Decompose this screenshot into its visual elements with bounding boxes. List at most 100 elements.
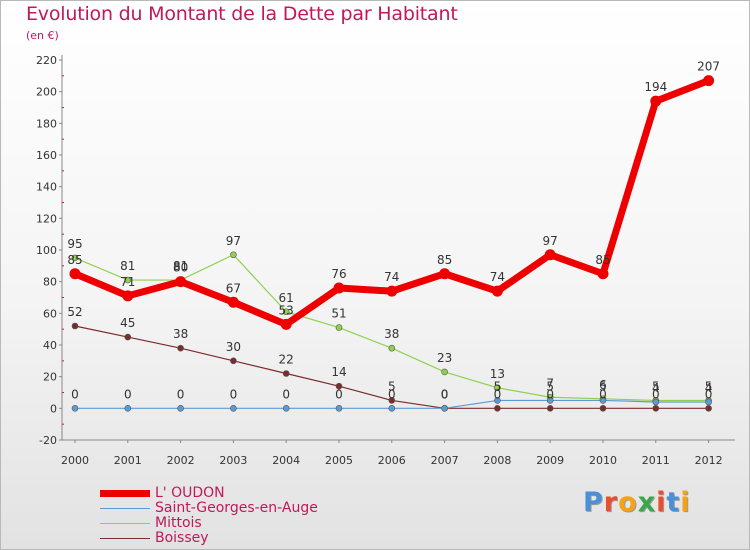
y-tick-label: 100 (36, 244, 57, 257)
x-tick-label: 2006 (378, 454, 406, 467)
data-point-1-4 (282, 405, 290, 412)
data-point-0-5 (333, 282, 345, 294)
y-tick-label: 200 (36, 86, 57, 99)
data-label-2-6: 38 (384, 327, 399, 341)
data-label-2-11: 5 (652, 379, 660, 393)
data-label-3-12: 0 (705, 387, 713, 401)
data-point-1-7 (441, 405, 448, 412)
data-point-0-0 (69, 268, 81, 280)
data-point-3-12 (705, 405, 712, 412)
data-label-3-6: 5 (388, 379, 396, 393)
x-tick-label: 2002 (167, 454, 195, 467)
data-point-1-9 (546, 397, 554, 404)
proxiti-logo: Proxiti (583, 487, 691, 518)
legend-label-mittois: Mittois (155, 515, 202, 531)
data-point-3-3 (230, 357, 237, 365)
data-label-0-1: 71 (120, 275, 135, 289)
data-point-1-1 (124, 405, 132, 412)
data-label-3-1: 45 (120, 316, 135, 330)
data-point-2-1 (124, 276, 132, 284)
data-label-2-12: 5 (705, 379, 713, 393)
data-point-2-5 (335, 324, 343, 331)
data-point-3-10 (599, 405, 607, 412)
y-tick-label: 160 (36, 149, 57, 162)
legend-item-saint-georges: Saint-Georges-en-Auge (100, 500, 400, 516)
data-label-0-4: 53 (279, 303, 294, 317)
x-tick-label: 2011 (642, 454, 670, 467)
data-label-2-3: 97 (226, 234, 241, 248)
data-point-1-11 (652, 398, 660, 406)
data-label-2-4: 61 (279, 291, 294, 305)
data-label-3-11: 0 (652, 387, 660, 401)
data-label-3-2: 38 (173, 327, 188, 341)
data-label-1-8: 5 (494, 379, 502, 393)
data-label-3-9: 0 (546, 387, 554, 401)
data-point-0-1 (122, 290, 134, 302)
data-label-0-6: 74 (384, 270, 399, 284)
data-label-0-0: 85 (67, 253, 82, 267)
logo-letter: t (666, 487, 681, 518)
x-tick-label: 2005 (325, 454, 353, 467)
data-label-1-1: 0 (124, 387, 132, 401)
data-point-0-3 (227, 296, 239, 308)
y-tick-label: 220 (36, 54, 57, 67)
data-label-1-7: 0 (441, 387, 449, 401)
legend-item-mittois: Mittois (100, 515, 400, 531)
data-point-3-0 (71, 322, 79, 330)
data-point-1-8 (494, 397, 501, 404)
y-tick-label: 180 (36, 117, 57, 130)
x-tick-label: 2012 (695, 454, 723, 467)
data-point-2-0 (71, 254, 79, 262)
data-point-3-9 (546, 405, 554, 412)
chart-title: Evolution du Montant de la Dette par Hab… (26, 3, 458, 25)
x-tick-label: 2000 (61, 454, 89, 467)
data-point-0-9 (544, 249, 556, 261)
data-label-3-10: 0 (599, 387, 607, 401)
y-tick-label: 40 (43, 339, 57, 352)
data-label-2-1: 81 (120, 259, 135, 273)
x-tick-label: 2003 (219, 454, 247, 467)
data-point-0-4 (280, 318, 292, 330)
data-point-2-4 (282, 308, 290, 316)
data-label-0-3: 67 (226, 281, 241, 295)
data-label-1-9: 5 (546, 379, 554, 393)
x-tick-label: 2008 (483, 454, 511, 467)
data-label-2-9: 7 (546, 376, 554, 390)
data-label-2-8: 13 (490, 367, 505, 381)
legend-label-boissey: Boissey (155, 530, 209, 546)
y-tick-label: 140 (36, 181, 57, 194)
x-tick-label: 2009 (536, 454, 564, 467)
x-tick-label: 2004 (272, 454, 300, 467)
data-label-3-8: 0 (494, 387, 502, 401)
data-label-3-4: 22 (279, 353, 294, 367)
data-label-3-7: 0 (441, 387, 449, 401)
data-point-0-11 (650, 95, 662, 107)
data-label-3-3: 30 (226, 340, 241, 354)
data-label-1-0: 0 (71, 387, 79, 401)
y-tick-label: -20 (39, 434, 57, 447)
data-label-0-5: 76 (331, 267, 346, 281)
y-tick-label: 20 (43, 371, 57, 384)
data-label-0-12: 207 (697, 60, 720, 74)
data-label-1-10: 5 (599, 379, 607, 393)
data-point-1-0 (71, 405, 79, 412)
legend-swatch-boissey (100, 538, 150, 539)
y-tick-label: 120 (36, 212, 57, 225)
data-point-3-6 (388, 397, 396, 404)
legend-swatch-saint-georges (100, 508, 150, 509)
legend-swatch-mittois (100, 523, 150, 524)
data-point-1-10 (599, 397, 607, 404)
data-point-3-2 (177, 344, 184, 352)
legend-item-boissey: Boissey (100, 530, 400, 546)
legend-label-loudon: L' OUDON (155, 485, 225, 501)
data-point-2-8 (494, 384, 501, 392)
data-label-0-7: 85 (437, 253, 452, 267)
data-label-0-8: 74 (490, 270, 505, 284)
logo-letter: x (637, 487, 657, 518)
data-point-0-12 (703, 75, 715, 87)
data-label-1-5: 0 (335, 387, 343, 401)
data-point-3-8 (494, 405, 501, 412)
data-label-1-4: 0 (282, 387, 290, 401)
data-point-0-2 (175, 276, 187, 288)
